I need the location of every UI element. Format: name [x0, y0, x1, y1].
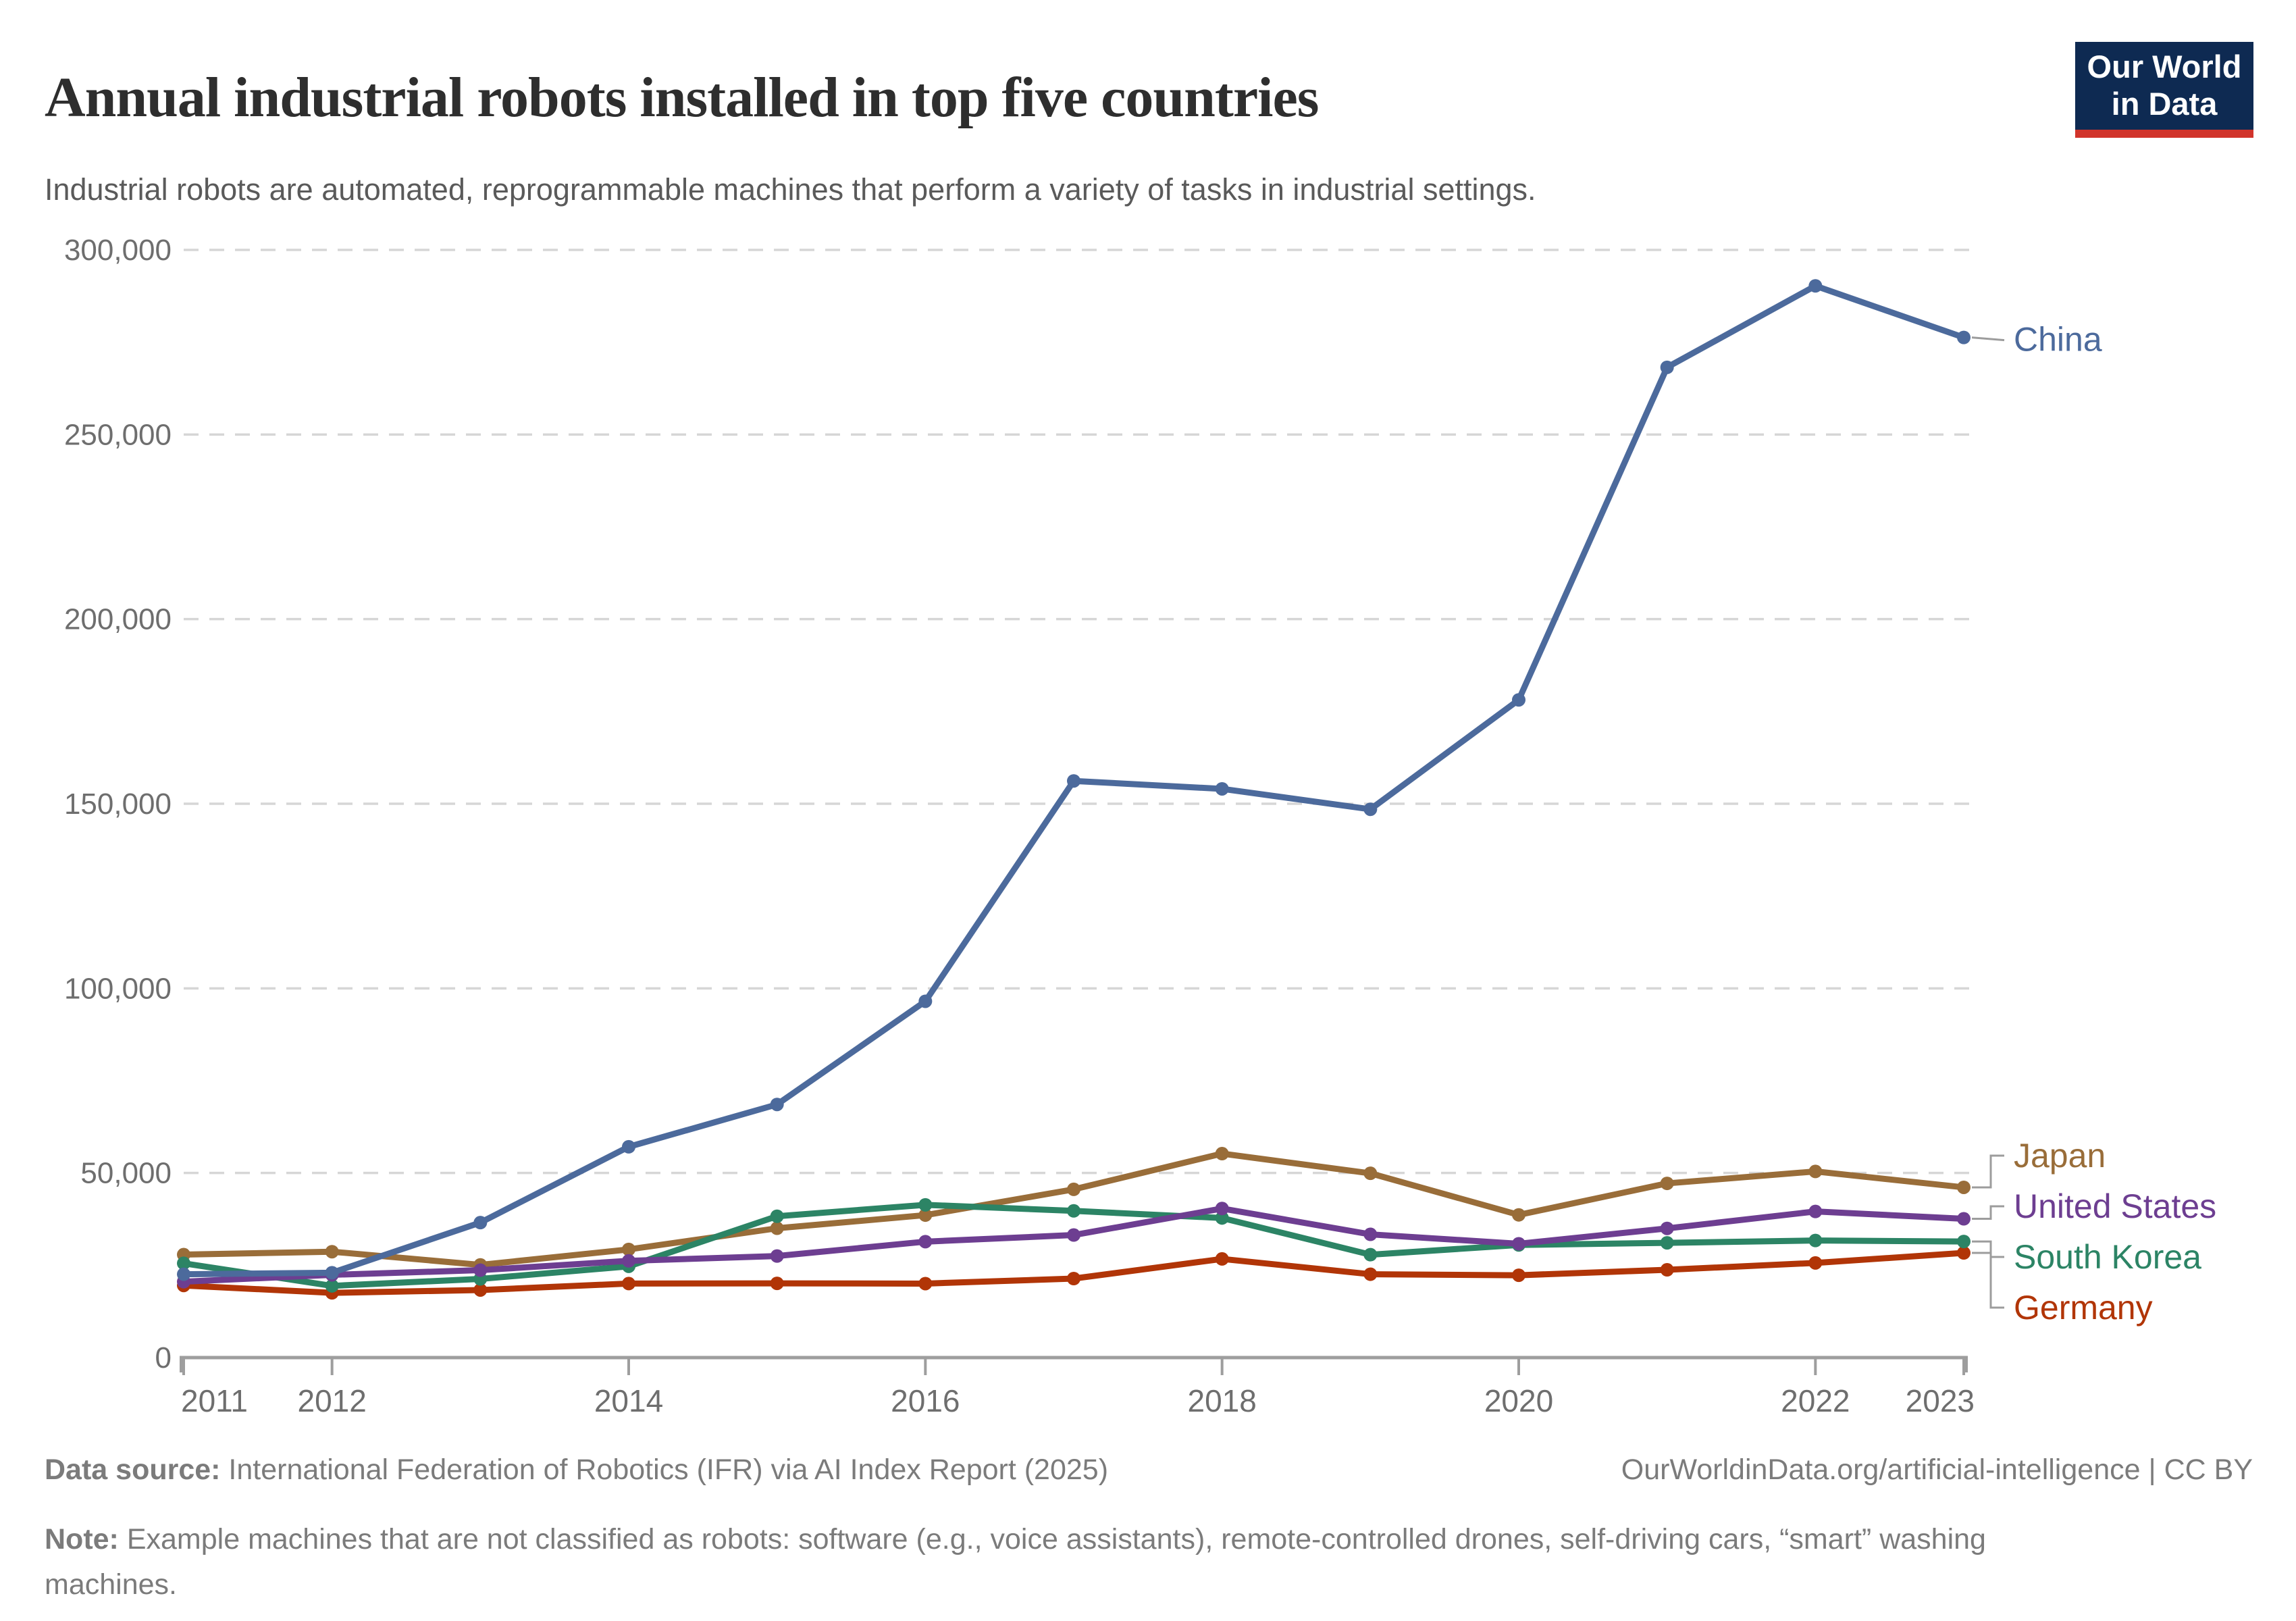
y-tick-label: 300,000 — [64, 234, 172, 267]
series-point-south-korea — [1067, 1204, 1080, 1218]
footer: Data source: International Federation of… — [45, 1453, 2253, 1487]
series-point-china — [622, 1139, 635, 1154]
series-point-germany — [770, 1277, 784, 1291]
series-point-south-korea — [325, 1279, 339, 1293]
series-point-japan — [1067, 1182, 1080, 1196]
series-point-japan — [1363, 1166, 1378, 1181]
y-tick-label: 150,000 — [64, 788, 172, 821]
series-point-germany — [1957, 1245, 1971, 1260]
x-tick-label: 2014 — [594, 1383, 663, 1418]
entity-connector-germany — [1972, 1252, 2004, 1309]
series-point-south-korea — [1215, 1211, 1229, 1225]
series-point-germany — [1363, 1267, 1378, 1281]
entity-connector-south-korea — [1972, 1240, 2004, 1258]
series-point-united-states — [622, 1254, 635, 1268]
series-point-germany — [1215, 1252, 1229, 1266]
series-point-south-korea — [1957, 1235, 1971, 1249]
x-tick-label: 2011 — [181, 1383, 248, 1418]
footnote: Note: Example machines that are not clas… — [45, 1517, 2016, 1607]
series-point-china — [1067, 774, 1080, 788]
entity-label-china[interactable]: China — [2014, 321, 2102, 359]
series-point-china — [1808, 279, 1823, 293]
x-tick-label: 2018 — [1187, 1383, 1256, 1418]
x-tick-label: 2020 — [1484, 1383, 1553, 1418]
series-point-china — [1215, 781, 1229, 796]
series-point-japan — [1512, 1208, 1525, 1222]
entity-label-japan[interactable]: Japan — [2014, 1137, 2106, 1175]
entity-connector-united-states — [1972, 1205, 2004, 1220]
page-title: Annual industrial robots installed in to… — [45, 66, 1319, 130]
series-point-south-korea — [1660, 1236, 1674, 1250]
owid-logo-line1: Our World — [2087, 49, 2242, 85]
series-point-japan — [1957, 1180, 1971, 1194]
y-tick-label: 250,000 — [64, 418, 172, 451]
series-point-germany — [473, 1283, 488, 1297]
attribution-line: OurWorldinData.org/artificial-intelligen… — [1621, 1453, 2253, 1487]
owid-logo-line2: in Data — [2111, 86, 2218, 122]
series-point-japan — [918, 1208, 933, 1223]
series-point-united-states — [770, 1249, 784, 1263]
series-point-united-states — [1363, 1227, 1378, 1241]
entity-connector-china — [1971, 336, 2005, 342]
series-point-south-korea — [177, 1256, 190, 1270]
x-tick-label: 2016 — [891, 1383, 960, 1418]
data-source-text: International Federation of Robotics (IF… — [220, 1453, 1109, 1486]
series-point-germany — [1660, 1263, 1674, 1277]
series-point-china — [1957, 330, 1971, 344]
page-subtitle: Industrial robots are automated, reprogr… — [45, 172, 1536, 207]
series-point-south-korea — [918, 1198, 933, 1212]
series-point-china — [177, 1267, 190, 1281]
series-point-china — [770, 1098, 784, 1112]
entity-label-south-korea[interactable]: South Korea — [2014, 1238, 2201, 1276]
series-point-china — [473, 1216, 488, 1230]
series-point-united-states — [1808, 1204, 1823, 1218]
y-tick-label: 0 — [155, 1341, 172, 1374]
series-point-china — [1660, 360, 1674, 374]
series-point-japan — [622, 1242, 635, 1256]
series-point-germany — [1808, 1256, 1823, 1270]
series-point-china — [1512, 693, 1525, 707]
series-point-united-states — [1957, 1212, 1971, 1226]
series-point-united-states — [473, 1263, 488, 1277]
x-tick-label: 2023 — [1906, 1383, 1975, 1418]
footnote-text: Example machines that are not classified… — [45, 1523, 1986, 1601]
x-tick-label: 2012 — [297, 1383, 366, 1418]
attribution-link[interactable]: OurWorldinData.org/artificial-intelligen… — [1621, 1453, 2253, 1486]
series-point-japan — [1660, 1177, 1674, 1191]
y-tick-label: 100,000 — [64, 972, 172, 1005]
series-point-united-states — [1067, 1228, 1080, 1242]
footnote-label: Note: — [45, 1523, 119, 1555]
series-point-united-states — [918, 1235, 933, 1249]
series-point-china — [1363, 802, 1378, 817]
series-point-south-korea — [1363, 1247, 1378, 1262]
series-point-japan — [1808, 1164, 1823, 1179]
y-tick-label: 200,000 — [64, 603, 172, 636]
series-point-united-states — [1512, 1237, 1525, 1251]
y-tick-label: 50,000 — [80, 1157, 172, 1190]
series-point-china — [918, 994, 933, 1008]
data-source-line: Data source: International Federation of… — [45, 1453, 1108, 1487]
series-point-japan — [770, 1221, 784, 1235]
series-point-south-korea — [770, 1209, 784, 1223]
series-point-south-korea — [1808, 1233, 1823, 1247]
series-point-china — [325, 1266, 339, 1280]
entity-label-united-states[interactable]: United States — [2014, 1187, 2216, 1225]
series-point-germany — [622, 1277, 635, 1291]
series-point-united-states — [1215, 1202, 1229, 1216]
x-tick-label: 2022 — [1781, 1383, 1850, 1418]
series-point-japan — [1215, 1147, 1229, 1161]
series-point-united-states — [1660, 1221, 1674, 1235]
data-source-label: Data source: — [45, 1453, 221, 1486]
series-point-japan — [325, 1245, 339, 1259]
entity-label-germany[interactable]: Germany — [2014, 1289, 2153, 1327]
series-point-germany — [1067, 1271, 1080, 1285]
owid-logo: Our World in Data — [2075, 42, 2253, 138]
series-point-germany — [1512, 1268, 1525, 1283]
series-point-germany — [918, 1277, 933, 1291]
entity-connector-japan — [1972, 1154, 2004, 1189]
